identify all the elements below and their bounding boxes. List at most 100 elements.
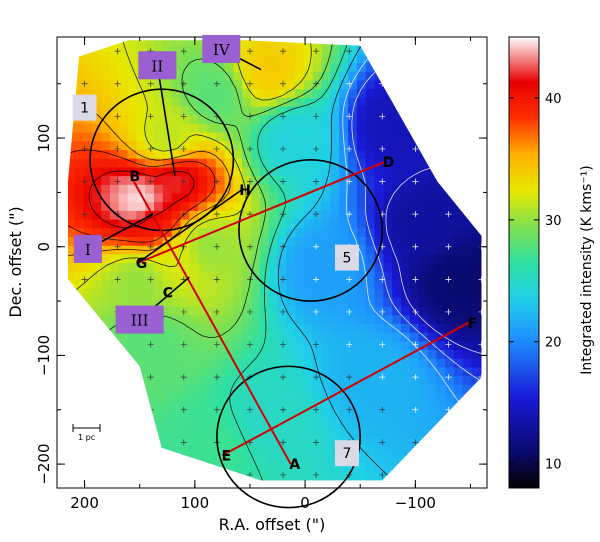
- intensity-cell: [277, 454, 287, 464]
- intensity-cell: [215, 210, 226, 221]
- intensity-cell: [312, 350, 323, 360]
- grid-mark: [412, 341, 419, 348]
- intensity-cell: [445, 210, 455, 221]
- intensity-cell: [418, 263, 428, 273]
- intensity-cell: [374, 54, 384, 64]
- intensity-cell: [286, 402, 296, 412]
- intensity-cell: [480, 297, 482, 308]
- intensity-cell: [92, 280, 102, 290]
- intensity-cell: [401, 463, 411, 473]
- intensity-cell: [401, 97, 411, 108]
- intensity-cell: [224, 245, 234, 255]
- intensity-cell: [154, 341, 164, 351]
- intensity-cell: [171, 436, 182, 447]
- intensity-cell: [392, 202, 402, 212]
- intensity-cell: [295, 480, 305, 481]
- intensity-cell: [436, 471, 446, 481]
- grid-mark: [180, 145, 187, 152]
- intensity-cell: [436, 454, 446, 464]
- intensity-cell: [445, 289, 455, 299]
- intensity-cell: [189, 193, 199, 203]
- intensity-cell: [286, 271, 296, 281]
- intensity-cell: [339, 202, 349, 212]
- intensity-cell: [348, 471, 358, 481]
- intensity-cell: [286, 419, 296, 429]
- intensity-cell: [401, 297, 411, 308]
- intensity-cell: [118, 89, 129, 99]
- intensity-cell: [321, 40, 331, 47]
- grid-mark: [478, 211, 482, 218]
- intensity-cell: [339, 402, 349, 412]
- intensity-cell: [462, 54, 473, 64]
- grid-mark: [114, 178, 121, 185]
- intensity-cell: [304, 323, 314, 334]
- intensity-cell: [162, 89, 173, 99]
- intensity-cell: [445, 271, 455, 281]
- y-axis-title: Dec. offset ("): [6, 206, 25, 317]
- intensity-cell: [242, 89, 252, 99]
- circle-label-7: 7: [343, 446, 352, 462]
- intensity-cell: [171, 376, 182, 386]
- intensity-cell: [118, 228, 129, 238]
- intensity-cell: [127, 289, 137, 299]
- intensity-cell: [224, 315, 234, 325]
- intensity-cell: [453, 315, 464, 325]
- intensity-cell: [330, 115, 340, 125]
- intensity-cell: [365, 263, 376, 273]
- intensity-cell: [180, 393, 190, 403]
- intensity-cell: [436, 176, 446, 186]
- intensity-cell: [471, 54, 481, 64]
- intensity-cell: [180, 219, 190, 229]
- intensity-cell: [374, 106, 384, 116]
- intensity-cell: [348, 289, 358, 299]
- intensity-cell: [348, 237, 358, 247]
- intensity-cell: [427, 297, 437, 308]
- intensity-cell: [348, 219, 358, 229]
- intensity-cell: [68, 358, 76, 368]
- intensity-cell: [189, 184, 199, 195]
- intensity-cell: [374, 341, 384, 351]
- intensity-cell: [154, 393, 164, 403]
- grid-mark: [445, 308, 452, 315]
- intensity-cell: [83, 167, 93, 177]
- intensity-cell: [462, 306, 473, 316]
- intensity-cell: [251, 454, 261, 464]
- intensity-cell: [251, 263, 261, 273]
- intensity-cell: [436, 350, 446, 360]
- intensity-cell: [339, 106, 349, 116]
- intensity-cell: [445, 40, 455, 47]
- intensity-cell: [171, 393, 182, 403]
- intensity-cell: [259, 306, 270, 316]
- intensity-cell: [198, 210, 208, 221]
- intensity-cell: [392, 158, 402, 168]
- intensity-cell: [356, 358, 367, 368]
- intensity-cell: [321, 245, 331, 255]
- intensity-cell: [295, 436, 305, 447]
- intensity-cell: [339, 428, 349, 438]
- intensity-cell: [480, 419, 482, 429]
- intensity-cell: [471, 384, 481, 395]
- intensity-cell: [251, 341, 261, 351]
- intensity-cell: [83, 63, 93, 73]
- intensity-cell: [268, 237, 279, 247]
- intensity-cell: [180, 454, 190, 464]
- intensity-cell: [109, 393, 120, 403]
- intensity-cell: [127, 115, 137, 125]
- intensity-cell: [418, 367, 428, 377]
- intensity-cell: [154, 419, 164, 429]
- intensity-cell: [57, 385, 66, 394]
- intensity-cell: [74, 40, 84, 47]
- intensity-cell: [471, 263, 481, 273]
- intensity-cell: [339, 367, 349, 377]
- intensity-cell: [392, 106, 402, 116]
- intensity-cell: [136, 367, 146, 377]
- intensity-cell: [436, 323, 446, 334]
- intensity-cell: [57, 428, 66, 437]
- intensity-cell: [330, 384, 340, 395]
- intensity-cell: [409, 393, 420, 403]
- intensity-cell: [68, 384, 76, 395]
- intensity-cell: [242, 202, 252, 212]
- intensity-cell: [436, 45, 446, 55]
- intensity-cell: [409, 402, 420, 412]
- intensity-cell: [136, 106, 146, 116]
